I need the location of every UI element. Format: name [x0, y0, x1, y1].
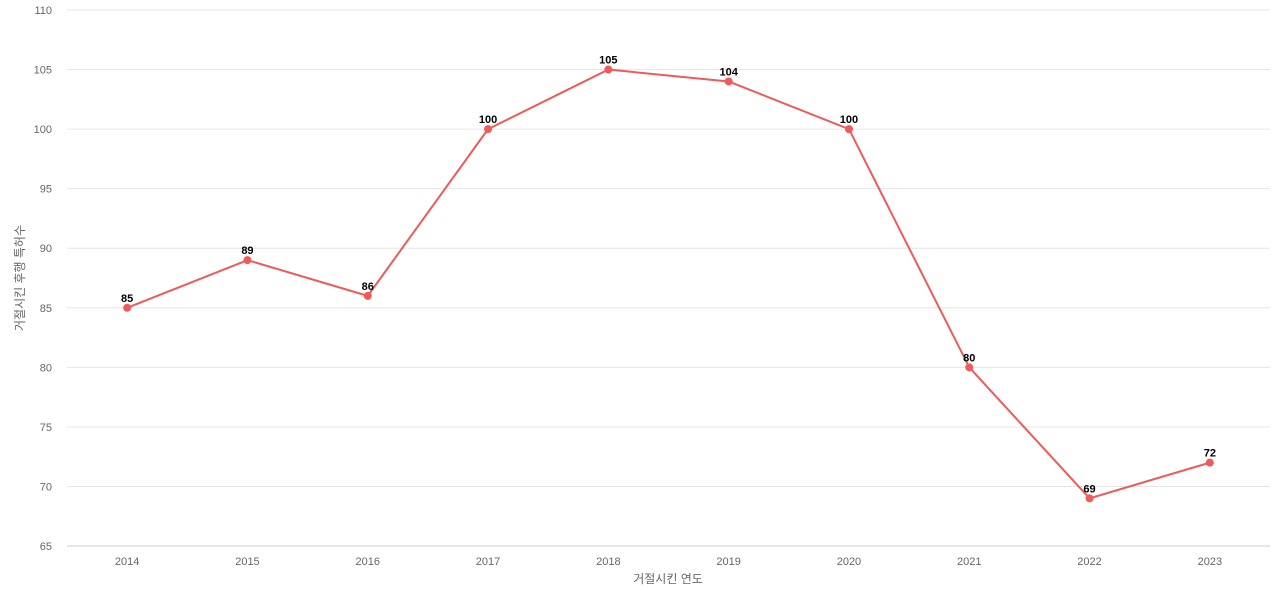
data-labels: 85 89 86 100 105 104 100 80 69 72 [121, 55, 1216, 496]
data-label: 89 [241, 245, 253, 257]
y-tick-label: 80 [40, 362, 52, 374]
y-axis-ticks: 65 70 75 80 85 90 95 100 105 110 [34, 5, 52, 553]
data-label: 86 [362, 281, 374, 293]
data-label: 105 [599, 55, 617, 67]
data-label: 100 [840, 114, 858, 126]
x-tick-label: 2023 [1198, 556, 1222, 568]
y-tick-label: 90 [40, 243, 52, 255]
x-tick-label: 2021 [957, 556, 981, 568]
y-tick-label: 65 [40, 541, 52, 553]
x-tick-label: 2015 [235, 556, 259, 568]
y-tick-label: 70 [40, 481, 52, 493]
data-label: 80 [963, 352, 975, 364]
x-tick-label: 2019 [716, 556, 740, 568]
y-tick-label: 75 [40, 422, 52, 434]
data-point[interactable] [724, 77, 733, 86]
data-point[interactable] [1205, 458, 1214, 467]
grid-layer [67, 9, 1270, 547]
data-label: 104 [719, 66, 738, 78]
data-label: 85 [121, 293, 133, 305]
y-tick-label: 95 [40, 184, 52, 196]
data-point[interactable] [484, 125, 493, 134]
data-point[interactable] [1085, 494, 1094, 503]
data-point[interactable] [844, 125, 853, 134]
series-layer [123, 65, 1214, 503]
data-point[interactable] [363, 291, 372, 300]
y-tick-label: 85 [40, 303, 52, 315]
y-tick-label: 110 [34, 5, 52, 17]
data-point[interactable] [243, 256, 252, 265]
data-point[interactable] [123, 303, 132, 312]
y-tick-label: 105 [34, 65, 52, 77]
series-line [126, 68, 1211, 500]
x-tick-label: 2014 [115, 556, 139, 568]
data-point[interactable] [965, 363, 974, 372]
data-point[interactable] [604, 65, 613, 74]
data-label: 100 [479, 114, 497, 126]
y-axis-title: 거절시킨 후행 특허수 [12, 225, 27, 331]
x-tick-label: 2020 [837, 556, 861, 568]
x-tick-label: 2017 [476, 556, 500, 568]
x-tick-label: 2018 [596, 556, 620, 568]
x-axis-title: 거절시킨 연도 [633, 572, 703, 586]
data-label: 69 [1083, 483, 1095, 495]
data-label: 72 [1204, 448, 1216, 460]
x-tick-label: 2022 [1077, 556, 1101, 568]
x-axis-ticks: 2014 2015 2016 2017 2018 2019 2020 2021 2022 2023 [115, 556, 1222, 568]
x-tick-label: 2016 [356, 556, 380, 568]
y-tick-label: 100 [34, 124, 52, 136]
